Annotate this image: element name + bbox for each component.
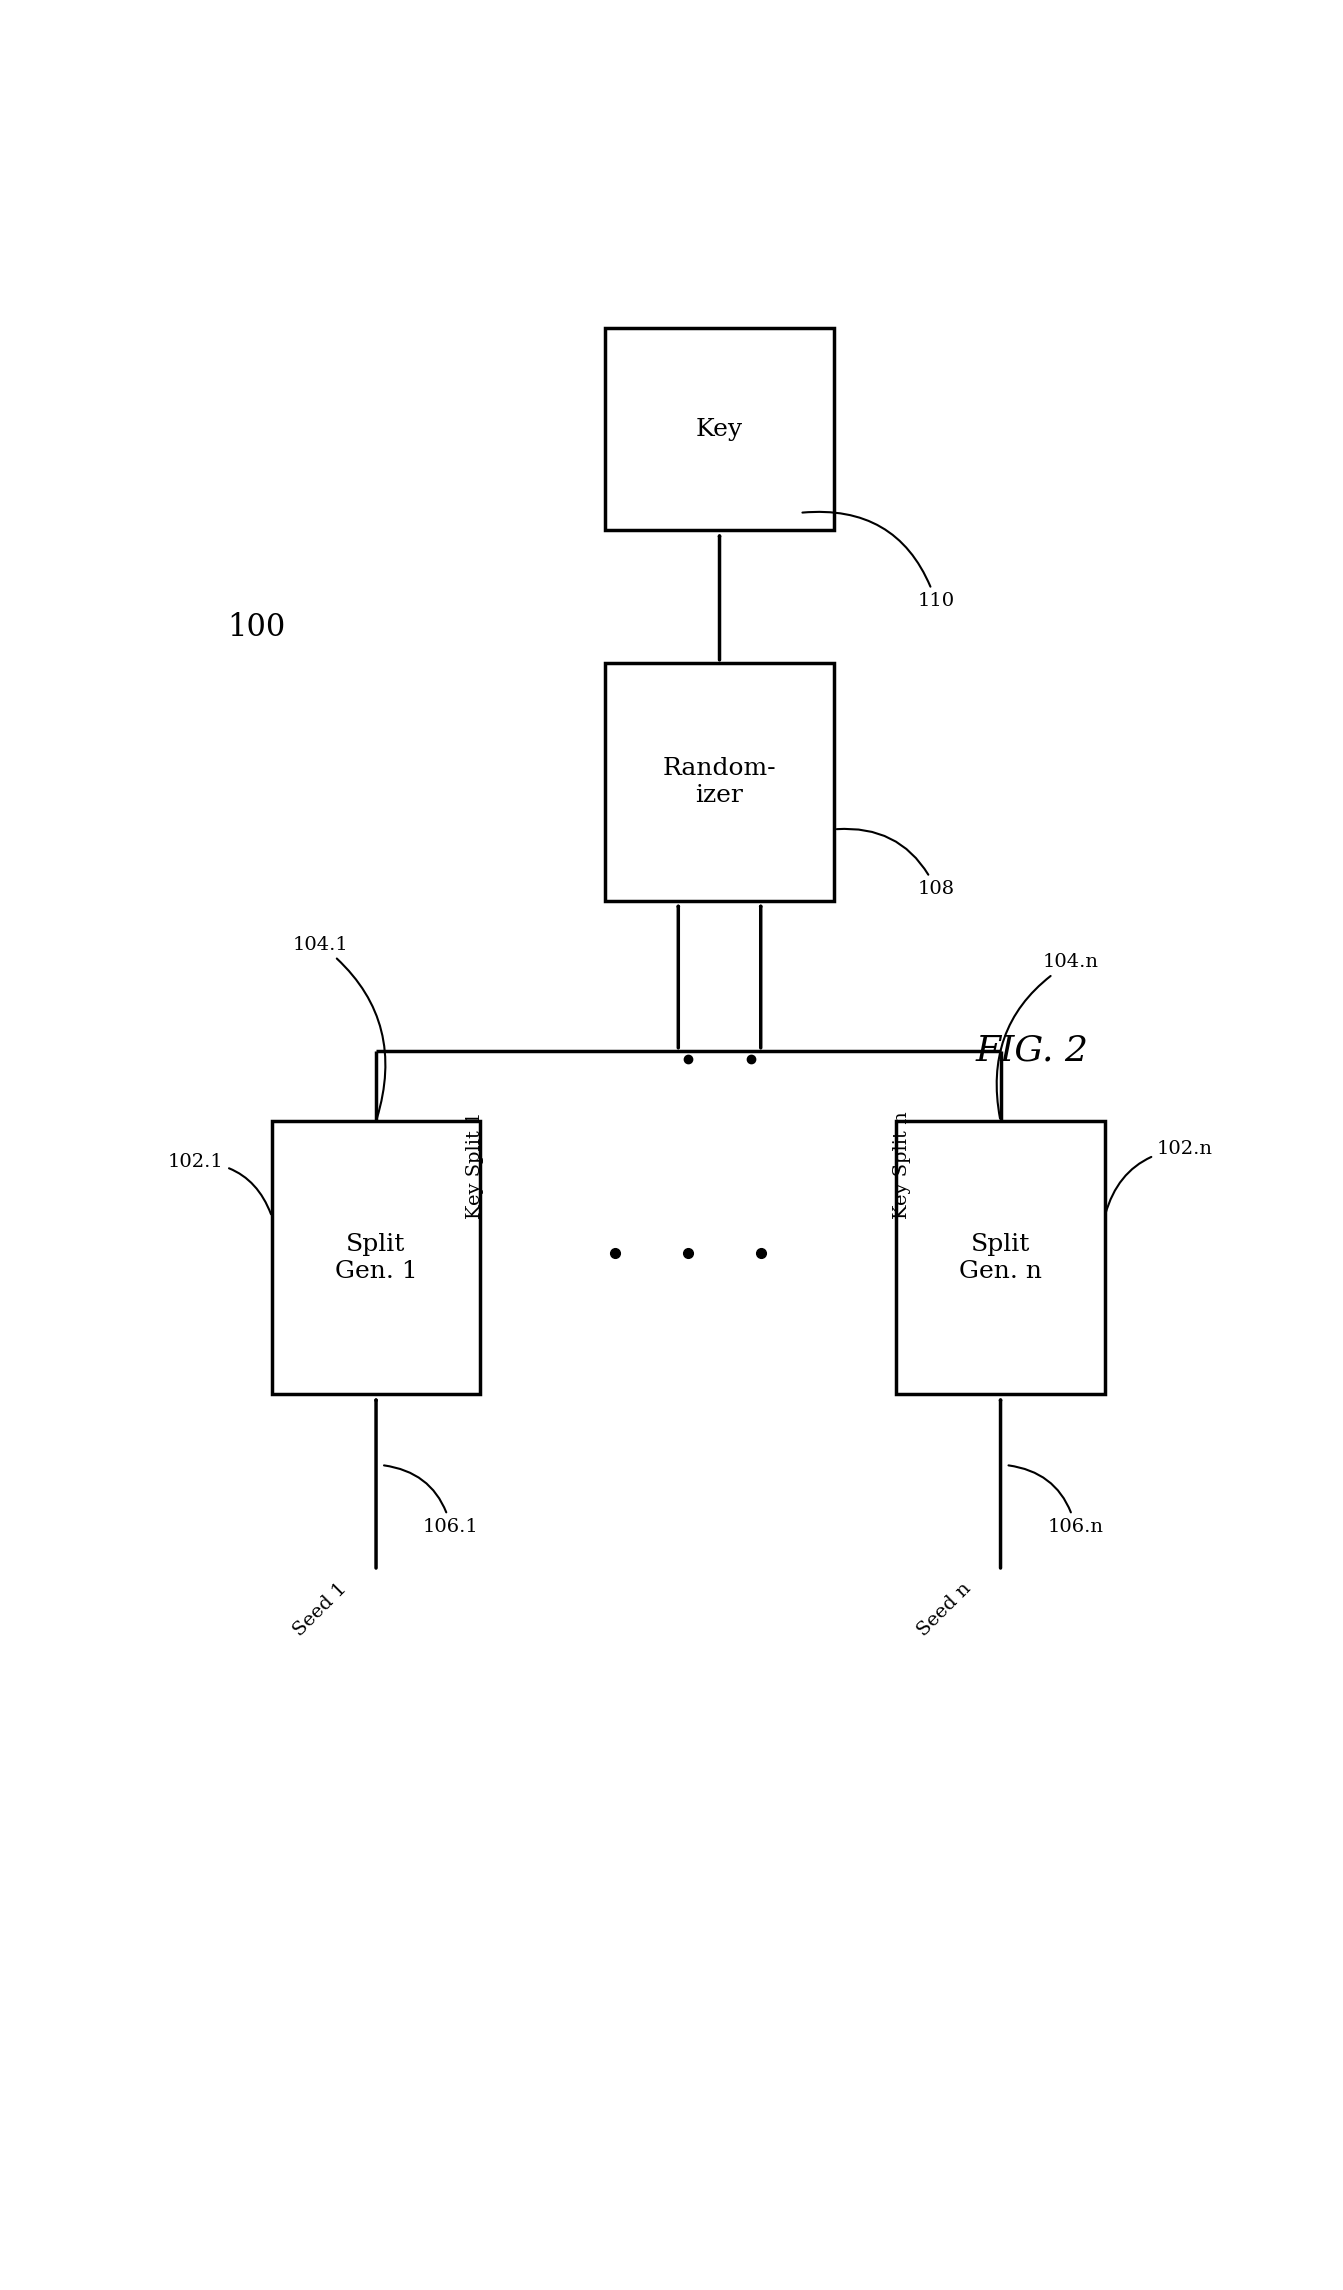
Bar	[606, 662, 834, 900]
Text: 100: 100	[227, 611, 286, 643]
Text: Split
Gen. 1: Split Gen. 1	[334, 1232, 418, 1282]
Text: 104.n: 104.n	[997, 953, 1099, 1118]
Text: 106.n: 106.n	[1009, 1466, 1104, 1537]
Text: Split
Gen. n: Split Gen. n	[959, 1232, 1042, 1282]
Bar	[897, 1122, 1104, 1395]
Bar	[271, 1122, 481, 1395]
Text: Random-
izer: Random- izer	[662, 758, 776, 806]
Text: 110: 110	[802, 513, 955, 609]
Text: 108: 108	[837, 829, 955, 898]
Text: Key Split 1: Key Split 1	[466, 1111, 483, 1218]
Bar	[606, 327, 834, 531]
Text: FIG. 2: FIG. 2	[975, 1033, 1088, 1067]
Text: 106.1: 106.1	[384, 1466, 478, 1537]
Text: Seed 1: Seed 1	[290, 1580, 351, 1640]
Text: Seed n: Seed n	[915, 1580, 975, 1640]
Text: Key Split n: Key Split n	[893, 1111, 911, 1218]
Text: 102.1: 102.1	[168, 1154, 271, 1214]
Text: 102.n: 102.n	[1105, 1140, 1213, 1214]
Text: Key: Key	[696, 417, 743, 440]
Text: 104.1: 104.1	[293, 937, 385, 1118]
